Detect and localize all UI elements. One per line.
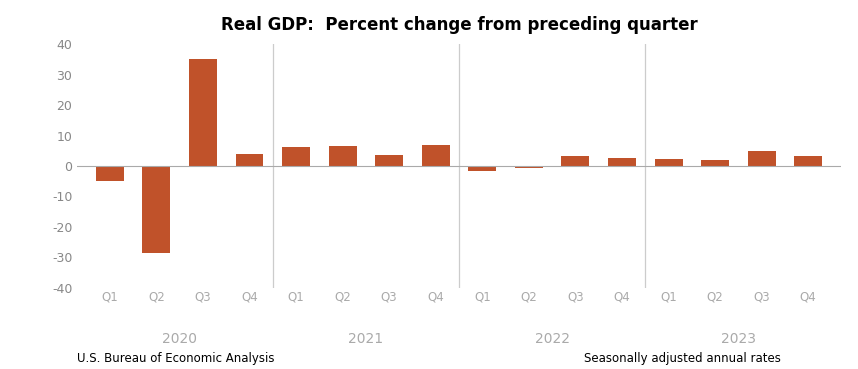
Text: 2021: 2021	[348, 332, 384, 346]
Bar	[422, 145, 450, 166]
Bar	[515, 166, 543, 168]
Bar	[189, 59, 217, 166]
Bar	[608, 158, 636, 166]
Text: 2020: 2020	[162, 332, 197, 346]
Bar	[142, 166, 171, 254]
Bar	[747, 151, 776, 166]
Bar	[329, 146, 357, 166]
Bar	[96, 166, 124, 181]
Bar	[795, 156, 822, 166]
Text: 2022: 2022	[535, 332, 570, 346]
Text: Seasonally adjusted annual rates: Seasonally adjusted annual rates	[584, 352, 781, 365]
Bar	[375, 155, 403, 166]
Bar	[561, 156, 589, 166]
Bar	[701, 160, 729, 166]
Text: 2023: 2023	[721, 332, 756, 346]
Title: Real GDP:  Percent change from preceding quarter: Real GDP: Percent change from preceding …	[221, 16, 698, 34]
Text: U.S. Bureau of Economic Analysis: U.S. Bureau of Economic Analysis	[77, 352, 275, 365]
Bar	[655, 159, 682, 166]
Bar	[282, 147, 310, 166]
Bar	[236, 154, 263, 166]
Bar	[468, 166, 496, 171]
